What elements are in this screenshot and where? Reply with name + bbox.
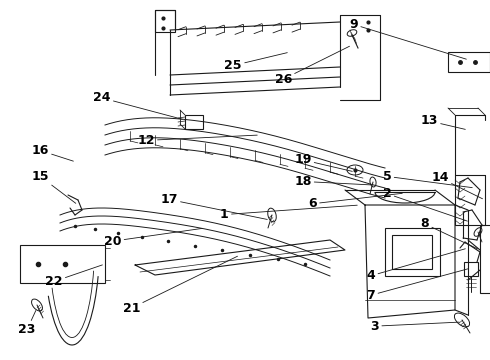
Text: 24: 24 <box>93 91 182 119</box>
Text: 12: 12 <box>137 134 257 147</box>
Bar <box>464 262 478 276</box>
Text: 18: 18 <box>294 175 370 188</box>
Text: 15: 15 <box>31 170 76 203</box>
Bar <box>448 52 490 72</box>
Text: 16: 16 <box>31 144 74 161</box>
Bar <box>480 225 490 293</box>
Text: 25: 25 <box>224 53 287 72</box>
Text: 1: 1 <box>220 205 357 221</box>
Text: 3: 3 <box>370 320 459 333</box>
Text: 8: 8 <box>420 217 477 249</box>
Text: 21: 21 <box>122 256 238 315</box>
Text: 6: 6 <box>308 193 402 210</box>
Text: 23: 23 <box>18 311 36 336</box>
Text: 19: 19 <box>294 153 352 171</box>
Text: 5: 5 <box>383 170 472 188</box>
Text: 2: 2 <box>383 187 467 221</box>
Bar <box>385 228 440 276</box>
Text: 20: 20 <box>104 228 202 248</box>
Text: 26: 26 <box>274 46 349 86</box>
Text: 13: 13 <box>420 114 466 129</box>
Text: 4: 4 <box>367 249 465 282</box>
Text: 7: 7 <box>367 269 468 302</box>
Text: 9: 9 <box>349 18 466 59</box>
Bar <box>155 10 175 32</box>
Bar <box>185 115 203 129</box>
Bar <box>20 245 105 283</box>
Text: 14: 14 <box>431 171 483 199</box>
Bar <box>392 235 432 269</box>
Text: 22: 22 <box>45 265 102 288</box>
Text: 11: 11 <box>0 359 1 360</box>
Text: 17: 17 <box>160 193 267 220</box>
Text: 10: 10 <box>0 359 1 360</box>
